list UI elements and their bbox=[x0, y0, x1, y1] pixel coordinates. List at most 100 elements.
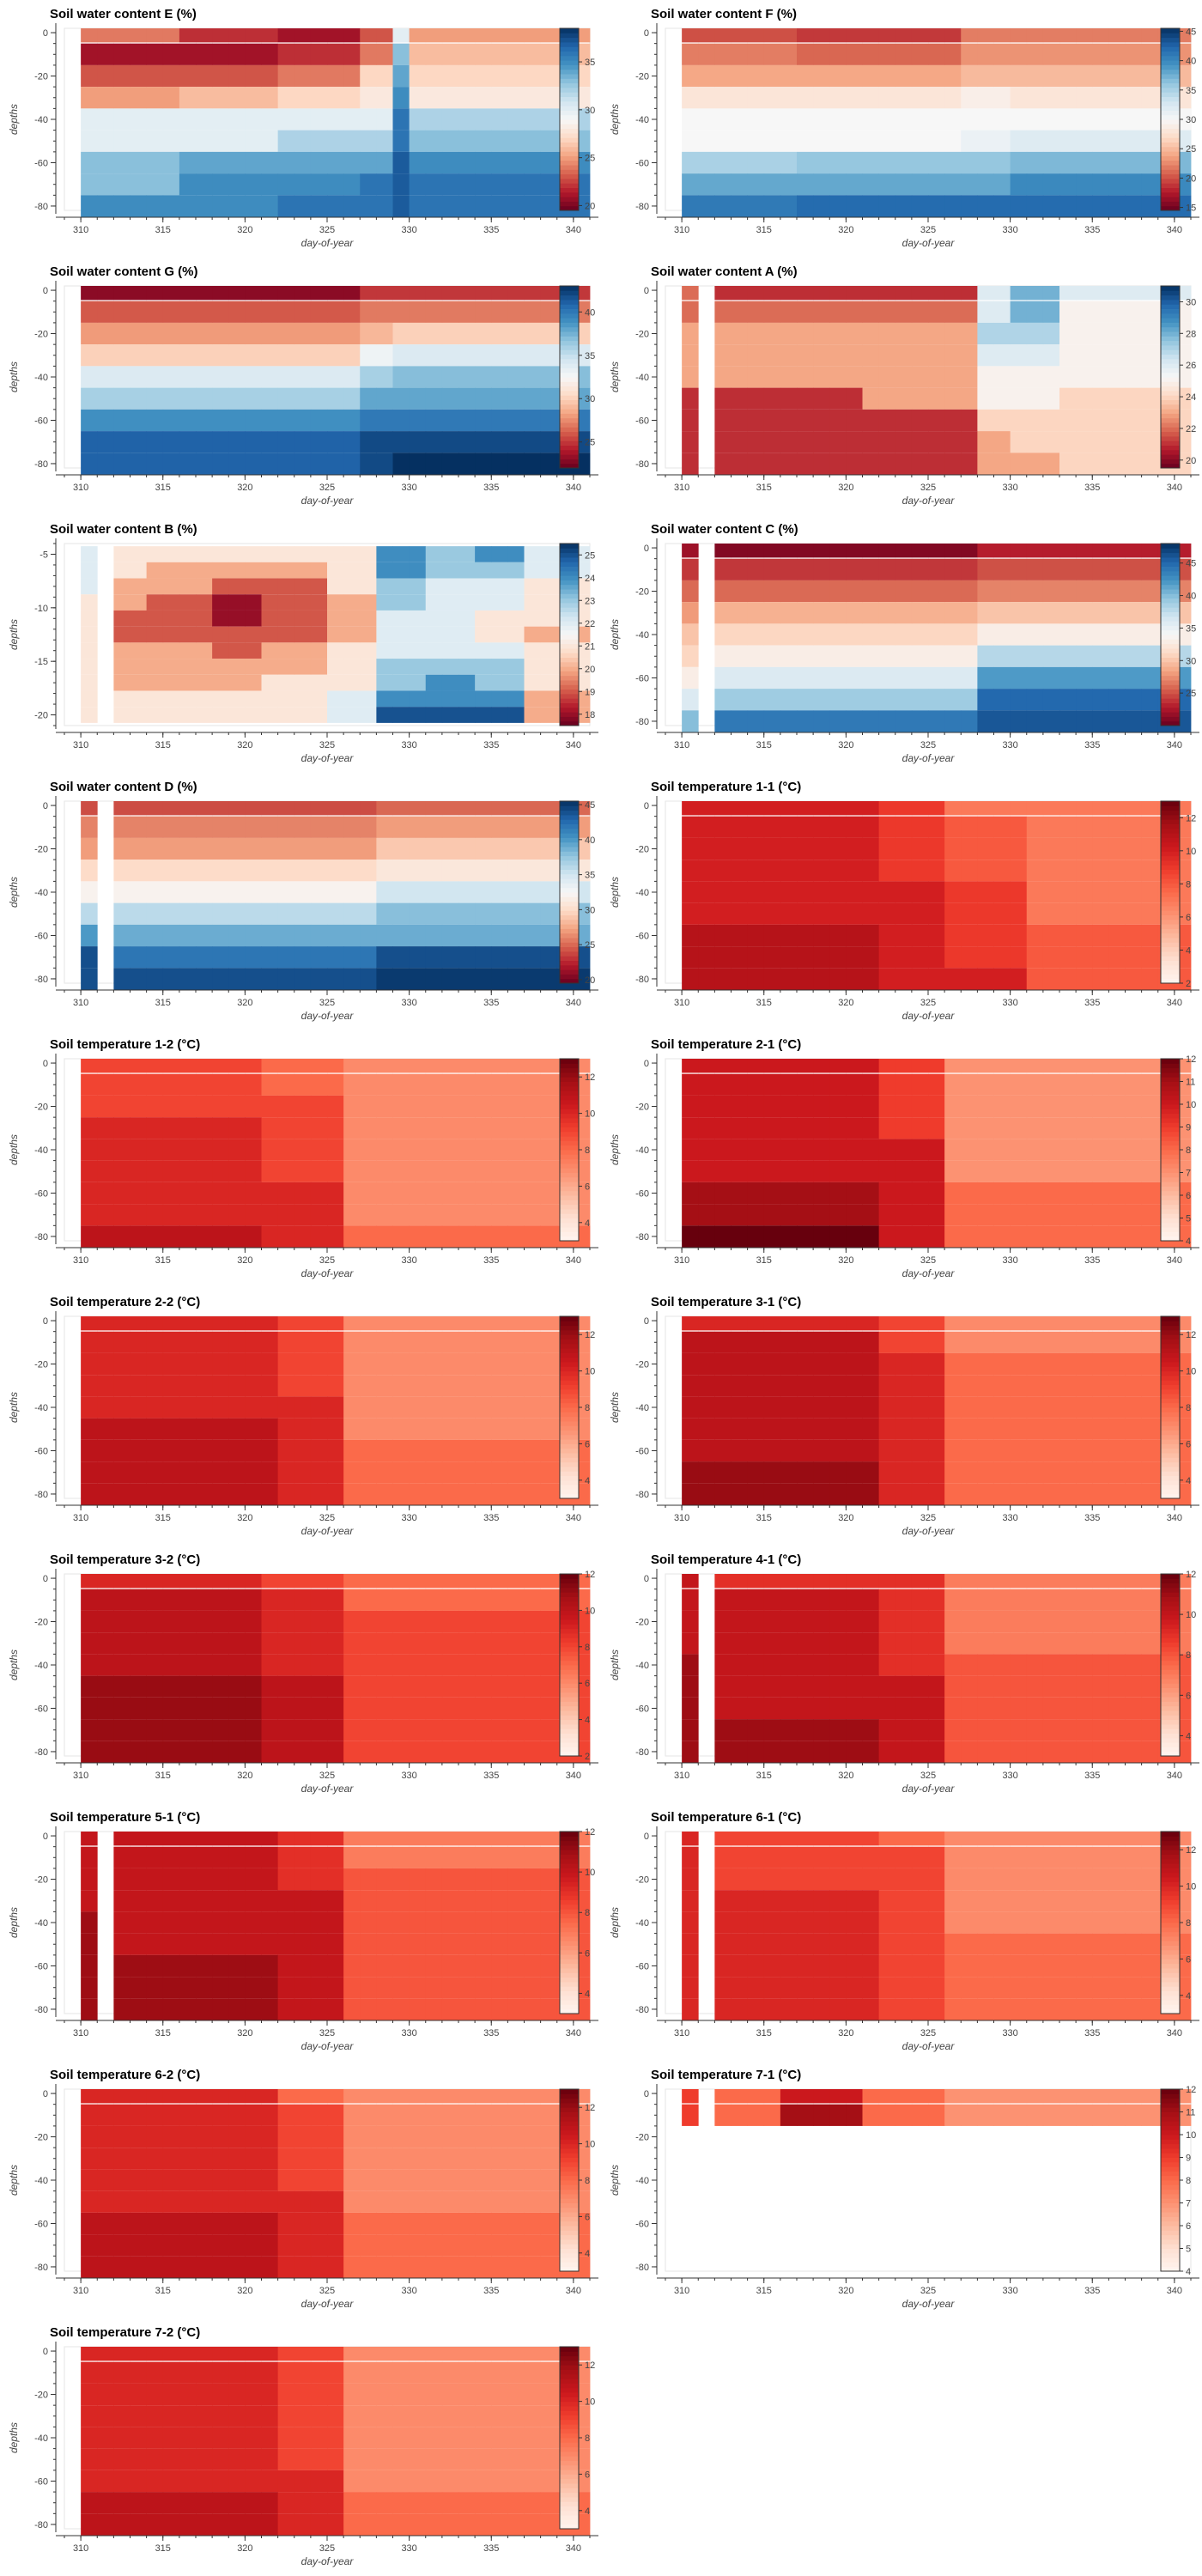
colorbar-cell bbox=[1161, 1172, 1180, 1178]
x-tick-label: 315 bbox=[155, 998, 171, 1008]
heat-cell bbox=[162, 1439, 180, 1462]
heat-cell bbox=[797, 1316, 814, 1331]
chart-title: Soil temperature 1-1 (°C) bbox=[651, 780, 801, 794]
heat-cell bbox=[1026, 409, 1044, 432]
heat-cell bbox=[846, 1418, 863, 1440]
heat-cell bbox=[862, 28, 880, 43]
heat-cell bbox=[113, 87, 131, 109]
heat-cell bbox=[829, 1483, 847, 1505]
heat-cell bbox=[1026, 860, 1044, 882]
heat-cell bbox=[1108, 1316, 1126, 1331]
heat-cell bbox=[731, 1396, 749, 1419]
heat-cell bbox=[277, 322, 295, 345]
heat-cell bbox=[928, 108, 945, 131]
heat-cell bbox=[458, 1352, 476, 1376]
heat-cell bbox=[343, 1139, 361, 1161]
heat-cell bbox=[878, 801, 896, 816]
heat-cell bbox=[1108, 1225, 1126, 1248]
colorbar-cell bbox=[1161, 100, 1180, 106]
heat-cell bbox=[441, 562, 459, 579]
heat-cell bbox=[878, 409, 896, 432]
y-tick-label: -40 bbox=[635, 115, 649, 125]
heat-cell bbox=[491, 43, 508, 65]
heat-cell bbox=[196, 594, 213, 611]
heat-cell bbox=[146, 594, 164, 611]
heat-cell bbox=[829, 1073, 847, 1096]
heat-cell bbox=[1076, 387, 1093, 410]
heat-cell bbox=[261, 1182, 279, 1205]
heat-cell bbox=[376, 130, 393, 152]
heat-cell bbox=[714, 28, 732, 43]
heat-cell bbox=[409, 578, 427, 595]
heat-cell bbox=[81, 1461, 98, 1484]
heat-cell bbox=[146, 453, 164, 475]
heat-cell bbox=[343, 1204, 361, 1226]
heat-cell bbox=[698, 1225, 715, 1248]
heat-cell bbox=[682, 666, 699, 690]
heat-cell bbox=[1141, 28, 1159, 43]
heat-cell bbox=[731, 580, 749, 603]
heat-cell bbox=[343, 1182, 361, 1205]
heat-cell bbox=[441, 881, 459, 903]
heat-cell bbox=[327, 195, 344, 217]
x-tick-label: 315 bbox=[155, 225, 171, 235]
heat-cell bbox=[993, 816, 1011, 838]
heat-cell bbox=[441, 1483, 459, 1505]
heat-cell bbox=[179, 924, 197, 947]
heat-cell bbox=[425, 387, 443, 410]
heat-cell bbox=[228, 1483, 246, 1505]
heat-cell bbox=[1108, 1059, 1126, 1073]
colorbar-frame bbox=[559, 27, 580, 211]
heat-cell bbox=[360, 301, 377, 323]
heat-cell bbox=[146, 801, 164, 816]
colorbar-cell bbox=[1161, 69, 1180, 75]
heat-cell bbox=[425, 1117, 443, 1139]
heat-cell bbox=[212, 946, 229, 969]
colorbar-cell bbox=[1161, 440, 1180, 446]
y-tick-label: -20 bbox=[635, 1103, 649, 1113]
heat-cell bbox=[878, 544, 896, 558]
heat-cell bbox=[797, 544, 814, 558]
heat-cell bbox=[212, 1139, 229, 1161]
heat-cell bbox=[507, 173, 525, 196]
heat-cell bbox=[1042, 689, 1060, 711]
heat-cell bbox=[146, 64, 164, 88]
y-axis-label: depths bbox=[8, 361, 20, 392]
heat-cell bbox=[491, 1204, 508, 1226]
heat-cell bbox=[1026, 1059, 1044, 1073]
heat-cell bbox=[1010, 1139, 1028, 1161]
heat-cell bbox=[409, 151, 427, 174]
heat-cell bbox=[928, 1204, 945, 1226]
colorbar-cell bbox=[1161, 869, 1180, 875]
heat-cell bbox=[524, 195, 542, 217]
heat-cell bbox=[1092, 64, 1109, 88]
heat-cell bbox=[343, 1461, 361, 1484]
heat-cell bbox=[944, 286, 962, 301]
y-tick-label: -20 bbox=[34, 1103, 48, 1113]
heat-cell bbox=[475, 43, 492, 65]
heat-cell bbox=[113, 1160, 131, 1182]
heat-cell bbox=[327, 707, 344, 723]
heat-cell bbox=[731, 322, 749, 345]
heat-cell bbox=[1042, 968, 1060, 990]
heat-cell bbox=[392, 968, 410, 990]
heat-cell bbox=[179, 173, 197, 196]
heat-cell bbox=[360, 1331, 377, 1353]
heat-cell bbox=[944, 1095, 962, 1118]
colorbar-cell bbox=[560, 801, 579, 806]
heat-cell bbox=[458, 43, 476, 65]
heat-cell bbox=[961, 837, 978, 860]
heat-cell bbox=[878, 195, 896, 217]
heat-cell bbox=[1125, 301, 1143, 323]
colorbar-cell bbox=[1161, 1434, 1180, 1440]
colorbar-cell bbox=[1161, 1466, 1180, 1472]
heat-cell bbox=[797, 860, 814, 882]
heatmap-panel: Soil water content C (%)310 315 320 325 330 3… bbox=[609, 522, 1199, 764]
heat-cell bbox=[895, 195, 913, 217]
x-tick-label: 330 bbox=[1002, 740, 1017, 750]
x-axis-label: day-of-year bbox=[902, 1267, 956, 1279]
heat-cell bbox=[507, 707, 525, 723]
heat-cell bbox=[682, 924, 699, 947]
heat-cell bbox=[162, 881, 180, 903]
colorbar-cell bbox=[1161, 363, 1180, 368]
